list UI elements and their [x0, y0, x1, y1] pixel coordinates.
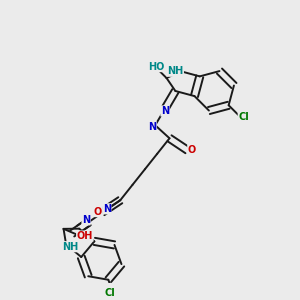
Text: HO: HO	[148, 61, 164, 72]
Text: OH: OH	[76, 231, 93, 241]
Text: O: O	[188, 145, 196, 154]
Text: N: N	[148, 122, 156, 132]
Text: NH: NH	[167, 66, 183, 76]
Text: N: N	[103, 204, 111, 214]
Text: N: N	[82, 215, 90, 225]
Text: Cl: Cl	[238, 112, 249, 122]
Text: NH: NH	[62, 242, 79, 252]
Text: O: O	[94, 207, 102, 217]
Text: Cl: Cl	[105, 288, 115, 298]
Text: N: N	[161, 106, 169, 116]
